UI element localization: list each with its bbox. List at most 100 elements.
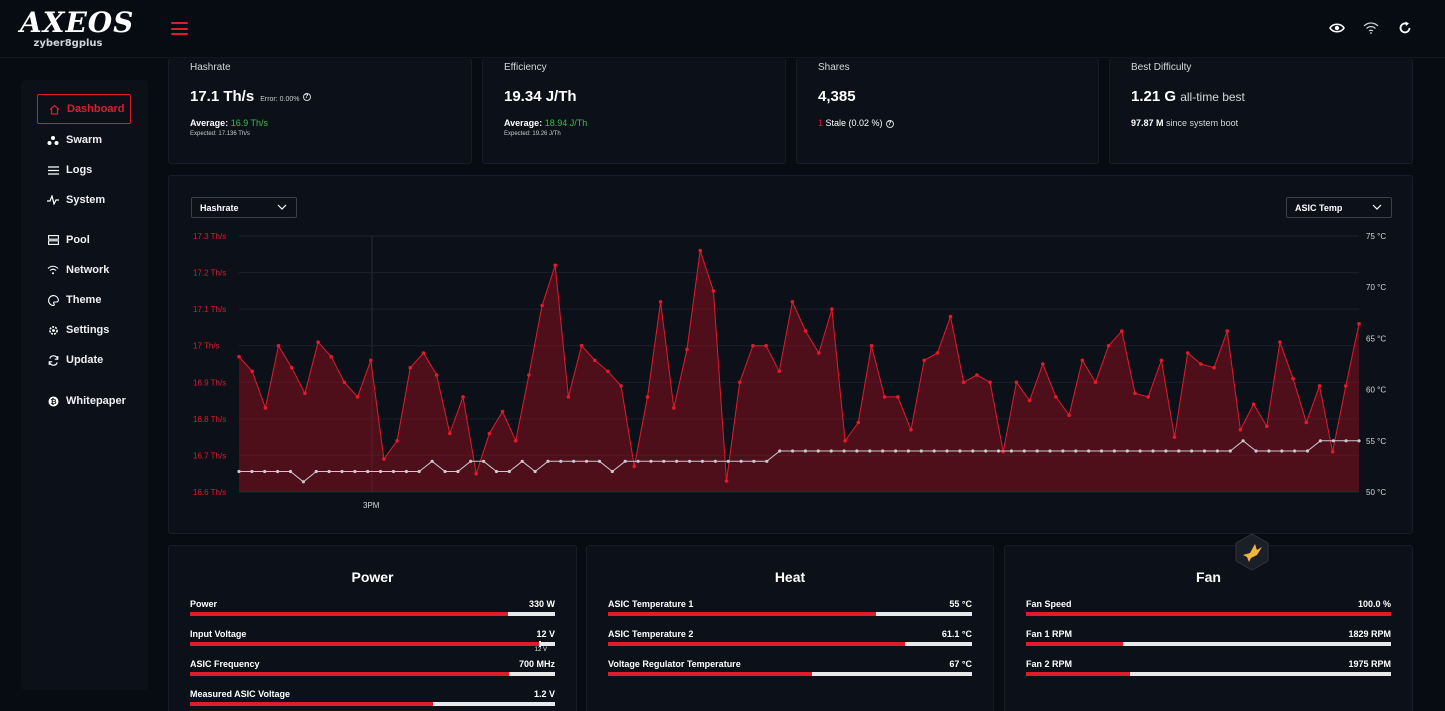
chevron-down-icon [1372,202,1382,214]
sidebar-item-network[interactable]: Network [37,255,131,285]
eye-icon[interactable] [1327,18,1347,38]
asic-temp-point [1151,449,1155,453]
asic-temp-point [971,449,975,453]
hashrate-point [1185,351,1190,355]
hashrate-point [935,351,940,355]
sidebar-item-settings[interactable]: Settings [37,315,131,345]
metric-label: ASIC Temperature 1 [608,599,694,609]
asic-temp-point [1112,449,1116,453]
right-metric-select[interactable]: ASIC Temp [1286,197,1392,218]
hashrate-point [803,329,808,333]
top-actions [1327,18,1415,38]
metric-progress-bar [1026,672,1391,676]
sidebar-item-whitepaper[interactable]: ₿ Whitepaper [37,386,131,416]
metric-value: 55 °C [949,599,972,609]
hashrate-point [909,428,913,432]
best-difficulty-suffix: all-time best [1180,90,1245,104]
asic-temp-point [301,480,305,484]
y-left-tick-label: 16.8 Th/s [193,415,226,424]
hashrate-point [1212,365,1216,370]
panel-title: Power [351,569,394,585]
hashrate-point [1330,450,1335,454]
sidebar-item-theme[interactable]: Theme [37,285,131,315]
left-metric-select[interactable]: Hashrate [191,197,297,218]
panel-title: Heat [774,569,806,585]
sidebar-item-label: Swarm [66,134,103,146]
asic-temp-point [1228,449,1232,453]
sidebar-item-logs[interactable]: Logs [37,155,131,185]
y-left-tick-label: 16.9 Th/s [193,378,226,387]
sidebar-item-label: Pool [66,234,90,246]
menu-icon-line [171,33,188,35]
asic-temp-point [417,469,421,474]
asic-temp-point [263,469,267,474]
hashrate-point [369,358,373,363]
logo[interactable]: AXEOS zyber8gplus [20,8,133,50]
metric-progress-fill [1026,672,1131,676]
hashrate-line [238,250,1360,482]
sidebar-item-system[interactable]: System [37,185,131,215]
hashrate-point [1080,358,1085,363]
y-right-tick-label: 70 °C [1366,283,1386,292]
asic-temp-point [1009,449,1014,453]
info-icon[interactable]: ? [302,93,311,102]
average-row: Average: 16.9 Th/s [190,118,268,128]
asic-temp-point [1344,439,1348,443]
asic-temp-point [456,469,460,474]
asic-temp-point [597,459,602,463]
reload-icon[interactable] [1395,18,1415,38]
asic-temp-point [1138,449,1142,453]
sidebar-item-label: System [66,194,106,206]
asic-temp-point [842,449,846,453]
metric-progress-fill [608,642,905,646]
metric-progress-bar [1026,642,1391,646]
sidebar-item-update[interactable]: Update [37,345,131,375]
card-label: Hashrate [190,62,231,73]
metric-progress-bar [190,702,555,706]
asic-temp-point [945,449,949,453]
metric-row: Measured ASIC Voltage 1.2 V [190,689,555,709]
power-panel: Power Power 330 W Input Voltage 12 V 12 V ASI… [168,545,577,711]
menu-toggle-button[interactable] [171,22,188,35]
bird-badge-icon[interactable] [1233,533,1271,571]
hashrate-point [1027,398,1032,403]
hashrate-point [619,384,623,388]
asic-temp-point [276,469,280,474]
server-icon [47,234,59,246]
asic-temp-point [250,469,254,474]
sidebar-item-dashboard[interactable]: Dashboard [37,94,131,124]
sidebar-item-swarm[interactable]: Swarm [37,125,131,155]
asic-temp-point [1177,449,1181,453]
asic-temp-point [855,449,859,453]
x-tick-label: 3PM [363,501,380,510]
bitcoin-icon: ₿ [47,395,59,407]
asic-temp-point [1190,449,1194,453]
sidebar-item-pool[interactable]: Pool [37,225,131,255]
asic-temp-point [430,459,434,463]
since-boot-row: 97.87 M since system boot [1131,118,1238,128]
metric-value: 700 MHz [518,659,555,669]
metric-progress-fill [190,642,541,646]
hashrate-point [487,431,492,436]
average-label: Average: [504,118,543,128]
asic-temp-point [353,469,357,474]
metric-label: ASIC Temperature 2 [608,629,694,639]
metric-progress-fill [608,672,812,676]
shares-value: 4,385 [818,88,856,105]
efficiency-value: 19.34 J/Th [504,88,577,105]
wifi-icon[interactable] [1361,18,1381,38]
y-left-tick-label: 17 Th/s [193,342,220,351]
info-icon[interactable]: ? [885,119,894,128]
y-right-tick-label: 50 °C [1366,488,1386,497]
asic-temp-point [610,469,614,474]
asic-temp-point [1202,449,1207,453]
hashrate-point [988,380,992,385]
hashrate-point [355,395,360,399]
asic-temp-point [1074,449,1078,453]
metric-row: Fan Speed 100.0 % [1026,599,1391,619]
asic-temp-point [675,459,679,463]
asic-temp-point [791,449,795,453]
hashrate-point [263,406,268,410]
hashrate-point [1041,362,1045,366]
hashrate-point [1278,340,1282,344]
